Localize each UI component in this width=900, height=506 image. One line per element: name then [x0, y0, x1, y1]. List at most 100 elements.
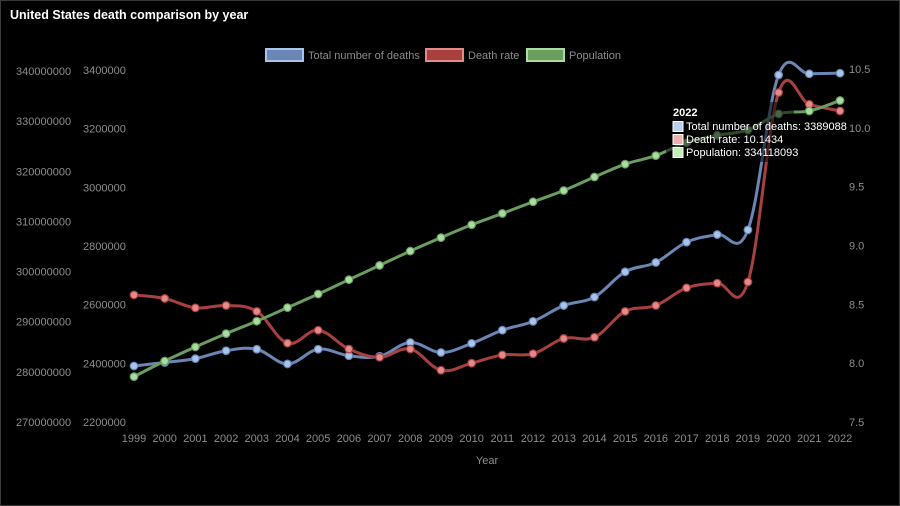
death-rate-point[interactable]: [774, 88, 784, 97]
death-rate-point[interactable]: [651, 301, 661, 310]
total-number-of-deaths-point[interactable]: [497, 325, 507, 335]
legend-item-total-number-of-deaths[interactable]: Total number of deaths: [265, 48, 420, 62]
total-number-of-deaths-point[interactable]: [190, 354, 200, 364]
population-point[interactable]: [559, 186, 569, 195]
population-point[interactable]: [344, 275, 354, 285]
x-tick-label: 2014: [582, 433, 606, 445]
total-number-of-deaths-point[interactable]: [682, 237, 691, 247]
population-axis: 270000000 280000000 290000000 300000000 3100…: [16, 66, 71, 429]
page-title: United States death comparison by year: [10, 8, 249, 22]
population-point[interactable]: [620, 159, 630, 169]
death-rate-point[interactable]: [313, 325, 323, 335]
population-tick-label: 320000000: [16, 166, 71, 178]
population-point[interactable]: [804, 106, 814, 116]
tooltip-title: 2022: [673, 107, 697, 119]
population-point[interactable]: [160, 356, 170, 366]
population-point[interactable]: [313, 289, 323, 299]
total-number-of-deaths-point[interactable]: [252, 344, 262, 354]
total-number-of-deaths-point[interactable]: [835, 68, 845, 78]
population-point[interactable]: [405, 246, 415, 256]
population-tick-label: 270000000: [16, 417, 71, 429]
population-point[interactable]: [252, 316, 262, 326]
population-point[interactable]: [221, 329, 231, 338]
legend-item-population[interactable]: Population: [526, 48, 621, 62]
population-point[interactable]: [129, 372, 139, 382]
death-rate-point[interactable]: [528, 349, 538, 359]
rate-tick-label: 10.0: [849, 123, 870, 135]
x-tick-label: 2004: [275, 433, 299, 445]
population-tick-label: 330000000: [16, 116, 71, 128]
total-number-of-deaths-point[interactable]: [283, 359, 292, 369]
death-rate-point[interactable]: [743, 277, 753, 287]
x-axis-label: Year: [476, 455, 499, 467]
total-number-of-deaths-point[interactable]: [221, 346, 231, 356]
legend-item-death-rate[interactable]: Death rate: [425, 48, 519, 62]
population-point[interactable]: [436, 233, 446, 243]
death-rate-point[interactable]: [712, 278, 722, 288]
population-point[interactable]: [190, 342, 200, 352]
deaths-tick-label: 3000000: [83, 182, 126, 194]
death-rate-point[interactable]: [252, 306, 262, 316]
population-point[interactable]: [835, 96, 845, 105]
population-tick-label: 280000000: [16, 367, 71, 379]
tooltip-line: Total number of deaths: 3389088: [686, 121, 847, 133]
death-rate-point[interactable]: [160, 294, 170, 303]
x-tick-label: 2009: [429, 433, 453, 445]
legend-swatch: [265, 48, 304, 62]
population-point[interactable]: [528, 197, 538, 207]
total-number-of-deaths-point[interactable]: [528, 316, 538, 326]
population-point[interactable]: [283, 303, 292, 313]
rate-tick-label: 10.5: [849, 64, 870, 76]
total-number-of-deaths-point[interactable]: [467, 338, 477, 348]
total-number-of-deaths-point[interactable]: [559, 301, 569, 310]
rate-tick-label: 8.0: [849, 358, 864, 370]
total-number-of-deaths-point[interactable]: [774, 70, 784, 80]
death-rate-point[interactable]: [590, 332, 599, 342]
legend: Total number of deaths Death rate Populati…: [265, 48, 621, 62]
death-rate-series: [129, 78, 845, 375]
deaths-tick-label: 3200000: [83, 124, 126, 136]
deaths-tick-label: 2800000: [83, 241, 126, 253]
death-rate-point[interactable]: [344, 344, 354, 354]
total-number-of-deaths-point[interactable]: [712, 230, 722, 239]
x-tick-label: 2013: [551, 433, 575, 445]
x-tick-label: 2020: [766, 433, 790, 445]
x-tick-label: 2006: [337, 433, 361, 445]
rate-tick-label: 9.5: [849, 182, 864, 194]
death-rate-point[interactable]: [467, 358, 477, 368]
population-tick-label: 300000000: [16, 267, 71, 279]
population-point[interactable]: [651, 151, 661, 160]
tooltip-swatch: [672, 134, 684, 145]
death-rate-point[interactable]: [559, 334, 569, 343]
x-tick-label: 2022: [828, 433, 852, 445]
total-number-of-deaths-point[interactable]: [313, 344, 323, 354]
total-number-of-deaths-point[interactable]: [743, 225, 753, 235]
death-rate-point[interactable]: [497, 350, 507, 360]
death-rate-point[interactable]: [129, 290, 139, 300]
total-number-of-deaths-point[interactable]: [590, 292, 599, 302]
death-rate-point[interactable]: [190, 303, 200, 313]
death-rate-point[interactable]: [835, 106, 845, 116]
total-number-of-deaths-point[interactable]: [436, 348, 446, 357]
x-tick-label: 2021: [797, 433, 821, 445]
total-number-of-deaths-point[interactable]: [804, 69, 814, 79]
total-number-of-deaths-point[interactable]: [651, 258, 661, 267]
death-rate-point[interactable]: [283, 338, 292, 348]
death-rate-point[interactable]: [375, 352, 384, 362]
death-rate-point[interactable]: [405, 344, 415, 354]
population-tick-label: 310000000: [16, 216, 71, 228]
population-point[interactable]: [590, 172, 599, 182]
total-number-of-deaths-point[interactable]: [129, 361, 139, 371]
legend-label: Death rate: [468, 50, 519, 62]
total-number-of-deaths-point[interactable]: [620, 267, 630, 277]
population-tick-label: 290000000: [16, 317, 71, 329]
death-rate-point[interactable]: [620, 306, 630, 316]
death-rate-point[interactable]: [682, 283, 691, 293]
tooltip: 2022 Total number of deaths: 3389088Death…: [666, 102, 847, 162]
death-rate-point[interactable]: [436, 365, 446, 375]
tooltip-swatch: [672, 121, 684, 132]
population-point[interactable]: [497, 209, 507, 218]
death-rate-point[interactable]: [221, 301, 231, 310]
population-point[interactable]: [375, 261, 384, 270]
population-point[interactable]: [467, 220, 477, 230]
